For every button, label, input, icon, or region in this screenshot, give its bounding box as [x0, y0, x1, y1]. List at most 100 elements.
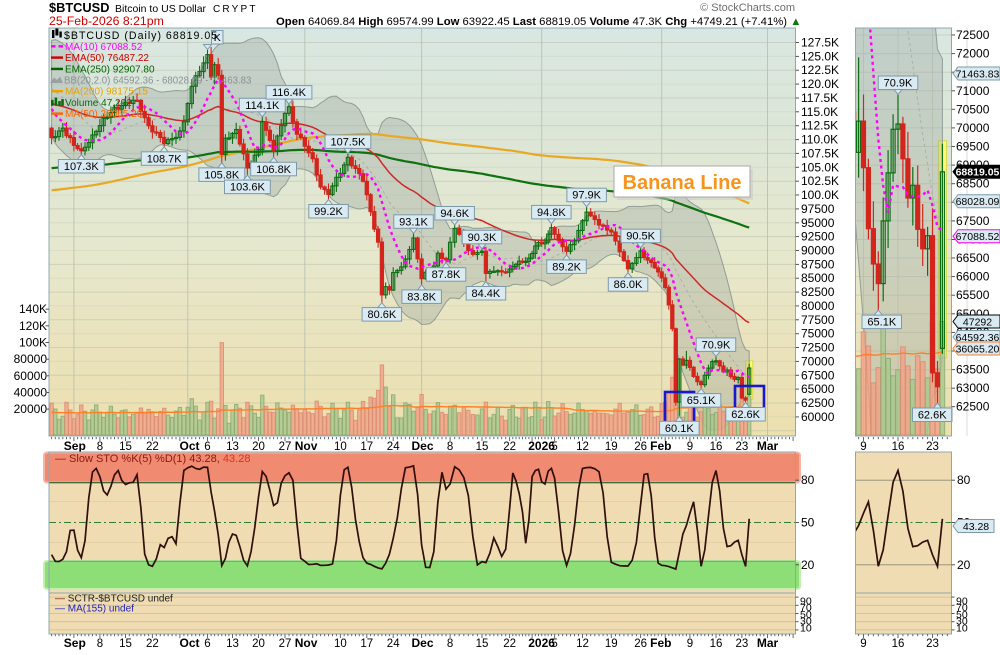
- svg-text:62500: 62500: [956, 400, 990, 414]
- svg-text:16: 16: [892, 638, 905, 650]
- svg-text:112.5K: 112.5K: [801, 119, 838, 133]
- svg-text:97.9K: 97.9K: [572, 190, 601, 202]
- svg-text:70: 70: [956, 602, 968, 614]
- svg-text:Dec: Dec: [411, 439, 433, 453]
- svg-text:26: 26: [634, 441, 647, 453]
- svg-text:60000: 60000: [801, 410, 835, 424]
- svg-text:22: 22: [503, 441, 516, 453]
- svg-text:Feb: Feb: [650, 636, 671, 650]
- svg-text:20: 20: [252, 441, 265, 453]
- svg-text:72500: 72500: [801, 341, 835, 355]
- svg-text:67500: 67500: [956, 214, 990, 228]
- svg-text:17: 17: [360, 638, 373, 650]
- svg-text:8: 8: [447, 441, 453, 453]
- svg-text:20: 20: [252, 638, 265, 650]
- svg-text:100K: 100K: [19, 336, 47, 350]
- svg-text:90: 90: [800, 595, 812, 607]
- svg-text:16: 16: [710, 441, 723, 453]
- svg-text:94.6K: 94.6K: [440, 208, 469, 220]
- svg-text:140K: 140K: [19, 302, 47, 316]
- svg-text:24: 24: [387, 638, 400, 650]
- svg-text:5: 5: [551, 638, 557, 650]
- svg-text:80: 80: [801, 473, 815, 487]
- svg-text:114.1K: 114.1K: [245, 100, 280, 112]
- svg-text:65.1K: 65.1K: [867, 317, 896, 329]
- svg-text:12: 12: [576, 638, 589, 650]
- svg-text:68819.05: 68819.05: [956, 167, 1000, 179]
- svg-text:108.7K: 108.7K: [147, 153, 183, 165]
- svg-text:Nov: Nov: [295, 439, 318, 453]
- svg-text:16: 16: [892, 441, 905, 453]
- svg-text:23: 23: [926, 638, 939, 650]
- svg-text:107.3K: 107.3K: [64, 161, 100, 173]
- svg-text:23: 23: [926, 441, 939, 453]
- svg-text:69500: 69500: [956, 140, 990, 154]
- svg-text:70.9K: 70.9K: [702, 339, 731, 351]
- svg-text:6: 6: [204, 638, 210, 650]
- svg-text:71000: 71000: [956, 84, 990, 98]
- svg-text:16: 16: [710, 638, 723, 650]
- svg-text:120K: 120K: [19, 319, 47, 333]
- svg-text:36065.20: 36065.20: [956, 343, 1000, 355]
- svg-text:13: 13: [226, 638, 239, 650]
- svg-text:94.8K: 94.8K: [537, 207, 566, 219]
- svg-text:105.8K: 105.8K: [204, 169, 240, 181]
- svg-text:19: 19: [605, 638, 618, 650]
- svg-text:Banana Line: Banana Line: [623, 172, 742, 194]
- svg-text:— SCTR-$BTCUSD undef: — SCTR-$BTCUSD undef: [55, 594, 173, 605]
- svg-text:25-Feb-2026 8:21pm: 25-Feb-2026 8:21pm: [49, 14, 164, 28]
- svg-text:8: 8: [447, 638, 453, 650]
- svg-text:20000: 20000: [14, 402, 48, 416]
- svg-text:9: 9: [860, 638, 866, 650]
- svg-text:10: 10: [800, 622, 812, 634]
- svg-text:87.8K: 87.8K: [432, 269, 461, 281]
- svg-text:70.9K: 70.9K: [884, 78, 913, 90]
- svg-text:86.0K: 86.0K: [614, 279, 643, 291]
- svg-text:Oct: Oct: [179, 439, 199, 453]
- svg-text:107.5K: 107.5K: [330, 136, 366, 148]
- svg-text:15: 15: [476, 441, 489, 453]
- svg-text:82500: 82500: [801, 285, 835, 299]
- svg-text:71463.83: 71463.83: [956, 68, 1000, 80]
- svg-text:Volume 47,292: Volume 47,292: [65, 98, 132, 109]
- svg-text:89.2K: 89.2K: [552, 261, 581, 273]
- svg-text:110.0K: 110.0K: [801, 133, 838, 147]
- svg-text:K: K: [214, 32, 221, 44]
- svg-text:9: 9: [860, 441, 866, 453]
- svg-text:60000: 60000: [14, 369, 48, 383]
- svg-text:Bitcoin to US Dollar: Bitcoin to US Dollar: [115, 3, 207, 15]
- svg-text:Oct: Oct: [179, 636, 199, 650]
- svg-text:6: 6: [204, 441, 210, 453]
- svg-text:66000: 66000: [956, 270, 990, 284]
- svg-text:102.5K: 102.5K: [801, 174, 839, 188]
- svg-text:15: 15: [476, 638, 489, 650]
- svg-text:80.6K: 80.6K: [368, 309, 397, 321]
- svg-text:62.6K: 62.6K: [918, 410, 947, 422]
- svg-text:90.3K: 90.3K: [468, 232, 497, 244]
- svg-text:20: 20: [801, 558, 815, 572]
- svg-text:62.6K: 62.6K: [731, 409, 760, 421]
- svg-text:85000: 85000: [801, 271, 835, 285]
- svg-text:63500: 63500: [956, 363, 990, 377]
- svg-text:62500: 62500: [801, 396, 835, 410]
- svg-text:115.0K: 115.0K: [801, 105, 838, 119]
- svg-text:50: 50: [800, 609, 812, 621]
- svg-text:22: 22: [146, 441, 159, 453]
- svg-text:120.0K: 120.0K: [801, 77, 839, 91]
- svg-text:68028.09: 68028.09: [956, 196, 1000, 208]
- svg-text:40000: 40000: [14, 386, 48, 400]
- svg-text:9: 9: [687, 441, 693, 453]
- svg-text:65000: 65000: [801, 382, 835, 396]
- svg-text:106.8K: 106.8K: [256, 164, 292, 176]
- svg-text:13: 13: [226, 441, 239, 453]
- svg-text:80: 80: [957, 473, 971, 487]
- svg-text:© StockCharts.com: © StockCharts.com: [700, 2, 795, 14]
- svg-text:Dec: Dec: [411, 636, 433, 650]
- svg-text:68500: 68500: [956, 177, 990, 191]
- svg-text:MA(50) 36065.20: MA(50) 36065.20: [65, 109, 143, 120]
- svg-text:122.5K: 122.5K: [801, 63, 839, 77]
- svg-text:43.28: 43.28: [963, 521, 989, 533]
- svg-text:30: 30: [800, 616, 812, 628]
- svg-text:75000: 75000: [801, 327, 835, 341]
- svg-text:90.5K: 90.5K: [626, 231, 655, 243]
